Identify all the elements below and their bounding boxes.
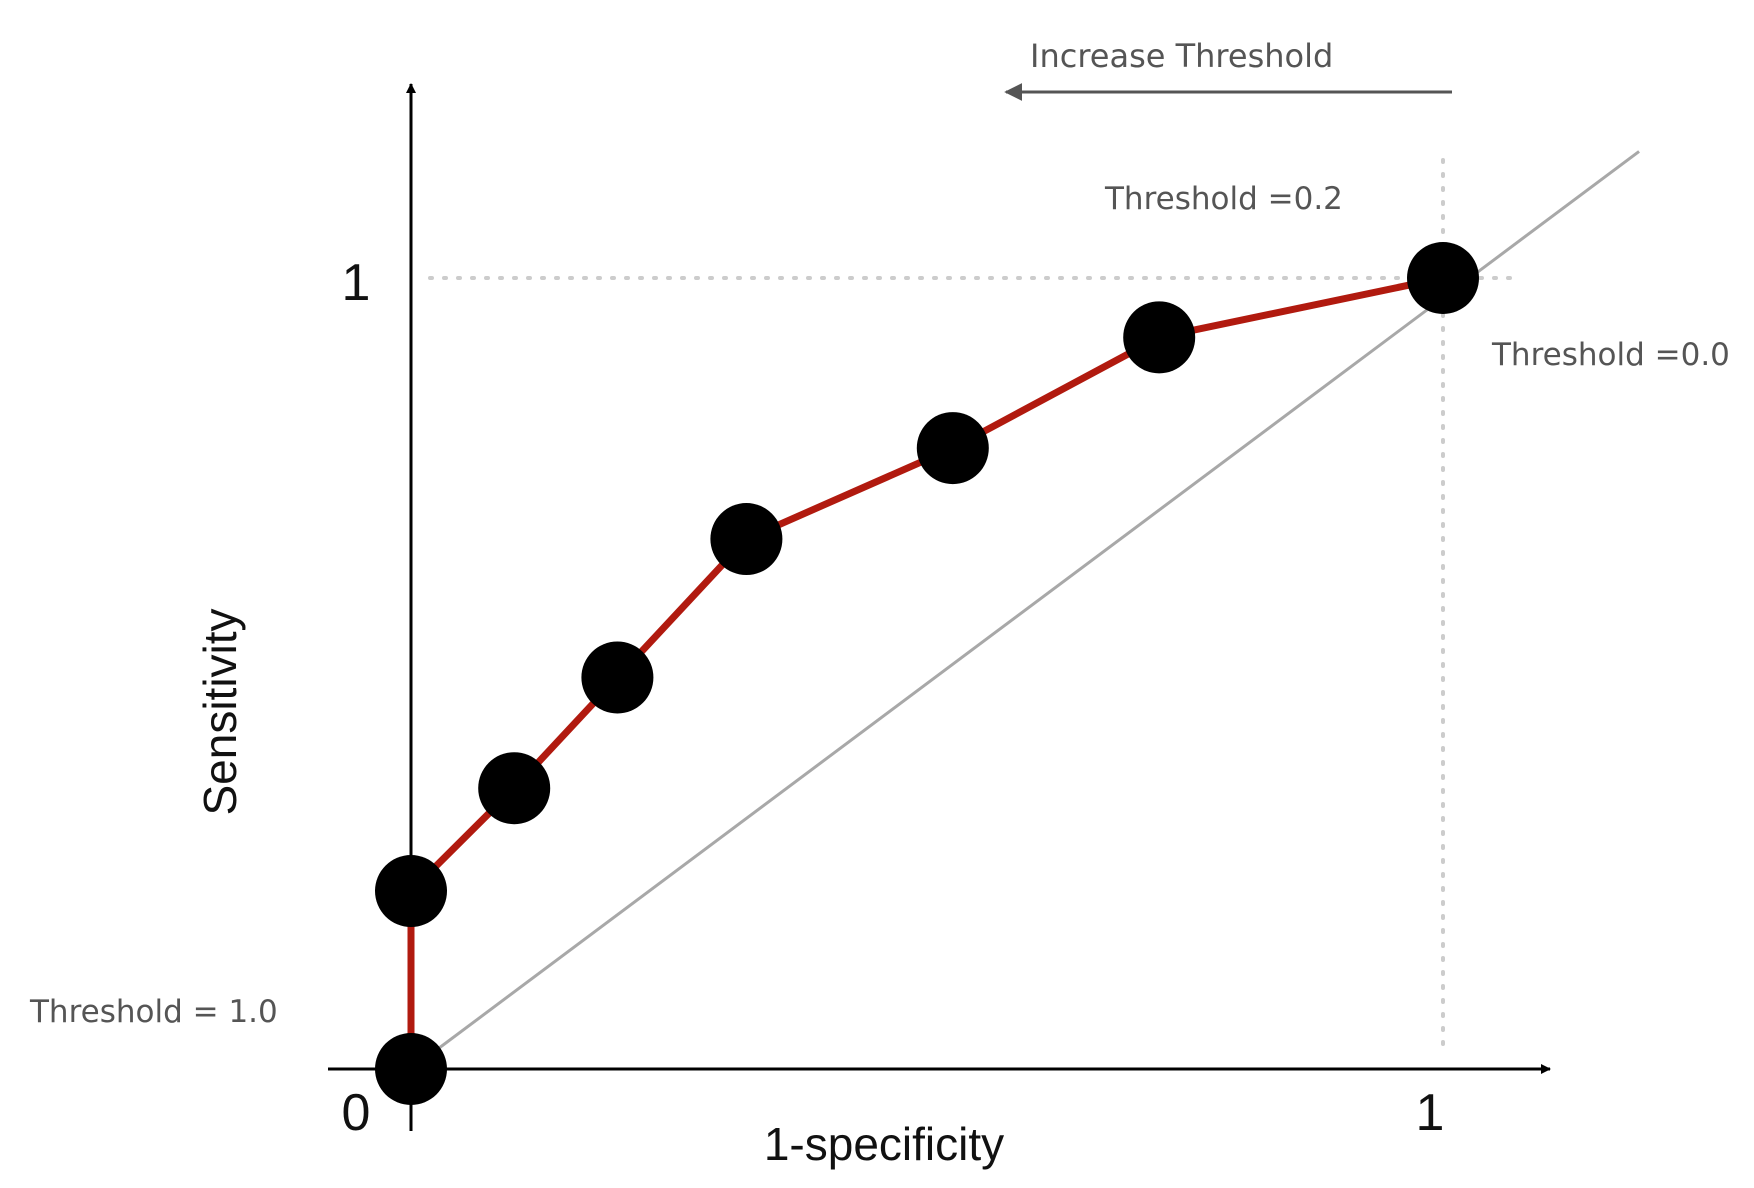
x-tick-label-0: 0 bbox=[342, 1084, 371, 1142]
roc-point-1 bbox=[375, 855, 447, 928]
annotation-increase-threshold: Increase Threshold bbox=[1030, 37, 1333, 75]
roc-point-0 bbox=[375, 1033, 447, 1105]
x-axis-label: 1-specificity bbox=[764, 1118, 1004, 1170]
roc-point-7 bbox=[1407, 242, 1479, 314]
annotation-threshold-0.2: Threshold =0.2 bbox=[1104, 181, 1343, 217]
y-tick-label-1: 1 bbox=[342, 254, 371, 312]
x-tick-label-1: 1 bbox=[1416, 1084, 1445, 1142]
roc-point-6 bbox=[1123, 301, 1196, 374]
roc-curve bbox=[407, 274, 1444, 1069]
roc-point-4 bbox=[710, 503, 783, 576]
roc-point-3 bbox=[581, 641, 654, 714]
roc-points bbox=[375, 242, 1479, 1105]
annotation-threshold-1.0: Threshold = 1.0 bbox=[29, 994, 278, 1030]
annotation-threshold-0.0: Threshold =0.0 bbox=[1491, 337, 1730, 373]
roc-point-5 bbox=[916, 412, 989, 485]
y-axis-label: Sensitivity bbox=[194, 608, 246, 815]
roc-point-2 bbox=[478, 752, 551, 825]
